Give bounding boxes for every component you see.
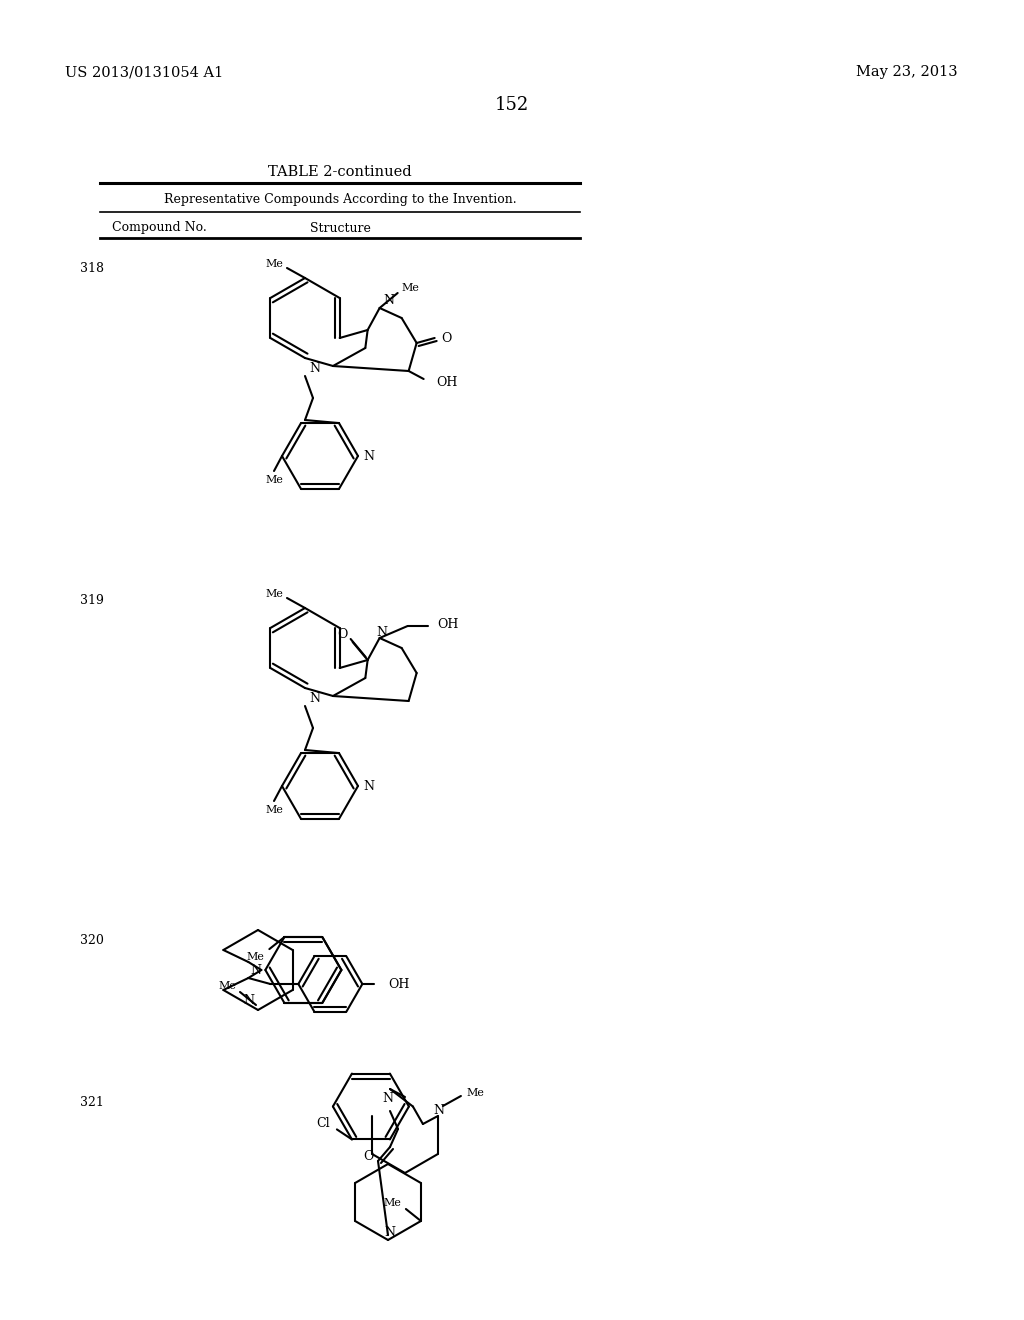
Text: 152: 152 bbox=[495, 96, 529, 114]
Text: N: N bbox=[433, 1105, 444, 1118]
Text: Me: Me bbox=[265, 259, 283, 269]
Text: N: N bbox=[384, 1225, 395, 1238]
Text: Me: Me bbox=[218, 981, 236, 991]
Text: N: N bbox=[362, 450, 374, 462]
Text: OH: OH bbox=[437, 618, 459, 631]
Text: N: N bbox=[250, 964, 261, 977]
Text: O: O bbox=[441, 331, 452, 345]
Text: Me: Me bbox=[265, 589, 283, 599]
Text: N: N bbox=[362, 780, 374, 792]
Text: Me: Me bbox=[467, 1088, 484, 1098]
Text: Me: Me bbox=[265, 805, 283, 814]
Text: N: N bbox=[384, 293, 394, 306]
Text: 318: 318 bbox=[80, 261, 104, 275]
Text: 319: 319 bbox=[80, 594, 103, 606]
Text: Compound No.: Compound No. bbox=[112, 222, 207, 235]
Text: 321: 321 bbox=[80, 1097, 103, 1110]
Text: Representative Compounds According to the Invention.: Representative Compounds According to th… bbox=[164, 194, 516, 206]
Text: Cl: Cl bbox=[316, 1117, 330, 1130]
Text: Structure: Structure bbox=[309, 222, 371, 235]
Text: O: O bbox=[337, 627, 347, 640]
Text: OH: OH bbox=[388, 978, 410, 990]
Text: N: N bbox=[309, 362, 319, 375]
Text: US 2013/0131054 A1: US 2013/0131054 A1 bbox=[65, 65, 223, 79]
Text: O: O bbox=[364, 1151, 374, 1163]
Text: TABLE 2-continued: TABLE 2-continued bbox=[268, 165, 412, 180]
Text: 320: 320 bbox=[80, 933, 103, 946]
Text: OH: OH bbox=[436, 376, 458, 389]
Text: N: N bbox=[309, 692, 319, 705]
Text: Me: Me bbox=[247, 952, 264, 962]
Text: Me: Me bbox=[401, 282, 420, 293]
Text: N: N bbox=[376, 626, 387, 639]
Text: Me: Me bbox=[265, 475, 283, 484]
Text: N: N bbox=[243, 994, 254, 1006]
Text: Me: Me bbox=[383, 1199, 401, 1208]
Text: N: N bbox=[383, 1093, 393, 1106]
Text: May 23, 2013: May 23, 2013 bbox=[856, 65, 958, 79]
